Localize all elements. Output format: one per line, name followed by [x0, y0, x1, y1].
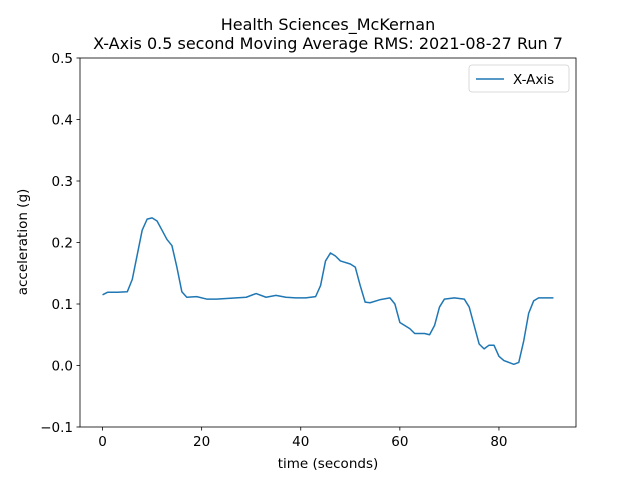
chart-title: Health Sciences_McKernan — [221, 15, 436, 35]
chart-subtitle: X-Axis 0.5 second Moving Average RMS: 20… — [93, 34, 563, 53]
x-tick-label: 80 — [490, 434, 507, 450]
legend-label: X-Axis — [513, 72, 554, 88]
data-line — [102, 217, 554, 366]
x-tick-label: 60 — [391, 434, 408, 450]
y-tick-label: 0.2 — [52, 236, 73, 252]
x-tick-label: 40 — [292, 434, 309, 450]
y-axis-label: acceleration (g) — [15, 189, 31, 296]
y-tick-label: 0.3 — [52, 174, 73, 190]
legend-box — [468, 64, 570, 93]
plot-frame — [79, 57, 577, 428]
x-tick-label: 0 — [98, 434, 107, 450]
x-axis-label: time (seconds) — [278, 456, 379, 472]
y-tick-label: 0.0 — [52, 359, 73, 375]
y-tick-label: 0.4 — [52, 113, 73, 129]
x-tick-label: 20 — [193, 434, 210, 450]
y-tick-label: 0.5 — [52, 51, 73, 67]
y-tick-label: 0.1 — [52, 297, 73, 313]
y-tick-label: −0.1 — [40, 420, 73, 436]
